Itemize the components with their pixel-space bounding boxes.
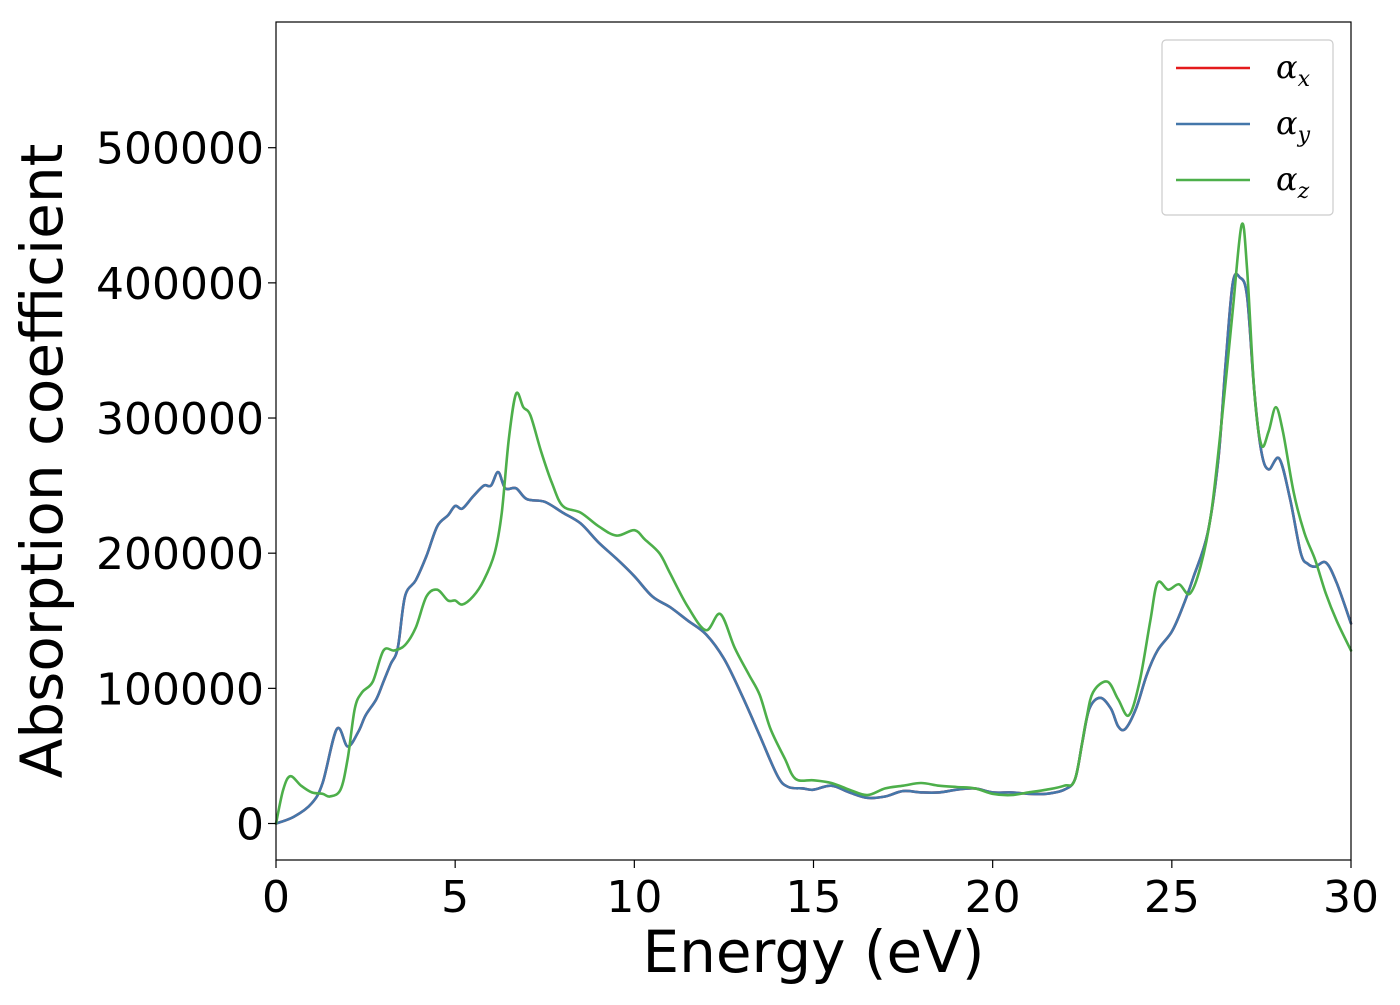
x-tick-label: 0 [262, 872, 290, 923]
legend-label-alpha-z: αz [1276, 160, 1310, 204]
x-tick-label: 15 [786, 872, 842, 923]
series-lines [274, 222, 1353, 825]
y-tick-label: 200000 [96, 529, 264, 580]
legend-subscript: y [1297, 123, 1311, 148]
axis-ticks: 0 5 10 15 20 25 30 0 100000 200000 300000 400000 500… [96, 124, 1379, 923]
legend-box [1161, 39, 1334, 216]
series-line-alpha-x [274, 272, 1353, 825]
x-tick-label: 20 [965, 872, 1021, 923]
legend-subscript: z [1297, 179, 1310, 204]
y-tick-label: 400000 [96, 259, 264, 310]
x-axis-label: Energy (eV) [642, 918, 984, 986]
y-axis-label: Absorption coefficient [8, 144, 76, 779]
series-line-alpha-z [274, 222, 1353, 825]
x-tick-label: 5 [441, 872, 469, 923]
x-tick-label: 10 [606, 872, 662, 923]
legend-subscript: x [1298, 67, 1311, 92]
y-tick-label: 100000 [96, 664, 264, 715]
series-line-alpha-y [274, 272, 1353, 825]
x-tick-label: 30 [1323, 872, 1379, 923]
y-tick-label: 300000 [96, 394, 264, 445]
y-tick-label: 0 [236, 800, 264, 851]
x-tick-label: 25 [1144, 872, 1200, 923]
y-tick-label: 500000 [96, 124, 264, 175]
